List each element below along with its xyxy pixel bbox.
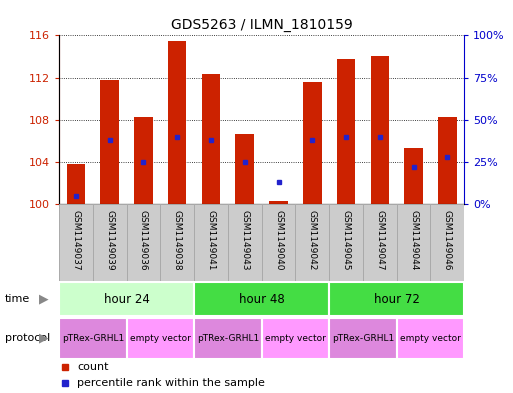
Bar [194,318,262,359]
Text: pTRex-GRHL1: pTRex-GRHL1 [62,334,124,343]
Bar [67,164,85,204]
Text: pTRex-GRHL1: pTRex-GRHL1 [196,334,259,343]
Bar [397,318,464,359]
Text: GSM1149047: GSM1149047 [376,211,384,271]
Text: hour 48: hour 48 [239,292,285,306]
Bar [337,59,356,204]
Bar [202,74,220,204]
Title: GDS5263 / ILMN_1810159: GDS5263 / ILMN_1810159 [171,18,352,31]
Bar [295,204,329,281]
Text: empty vector: empty vector [400,334,461,343]
Text: GSM1149040: GSM1149040 [274,211,283,271]
Bar [101,80,119,204]
Text: GSM1149038: GSM1149038 [173,211,182,271]
Text: percentile rank within the sample: percentile rank within the sample [77,378,265,388]
Bar [59,318,127,359]
Bar [438,117,457,204]
Bar [59,283,194,316]
Bar [370,57,389,204]
Text: hour 24: hour 24 [104,292,149,306]
Text: pTRex-GRHL1: pTRex-GRHL1 [332,334,394,343]
Bar [430,204,464,281]
Bar [262,204,295,281]
Text: count: count [77,362,109,372]
Bar [397,204,430,281]
Bar [329,318,397,359]
Bar [127,318,194,359]
Bar [303,82,322,204]
Bar [93,204,127,281]
Text: GSM1149046: GSM1149046 [443,211,452,271]
Bar [235,134,254,204]
Bar [194,283,329,316]
Bar [59,204,93,281]
Text: time: time [5,294,30,304]
Bar [269,201,288,204]
Bar [194,204,228,281]
Bar [363,204,397,281]
Text: protocol: protocol [5,333,50,343]
Text: GSM1149043: GSM1149043 [240,211,249,271]
Text: GSM1149044: GSM1149044 [409,211,418,271]
Bar [228,204,262,281]
Text: GSM1149036: GSM1149036 [139,211,148,271]
Bar [160,204,194,281]
Text: empty vector: empty vector [130,334,191,343]
Text: ▶: ▶ [38,292,48,306]
Bar [329,204,363,281]
Text: hour 72: hour 72 [374,292,420,306]
Text: GSM1149045: GSM1149045 [342,211,350,271]
Text: GSM1149039: GSM1149039 [105,211,114,271]
Bar [329,283,464,316]
Text: GSM1149042: GSM1149042 [308,211,317,271]
Text: GSM1149041: GSM1149041 [206,211,215,271]
Bar [262,318,329,359]
Text: ▶: ▶ [38,332,48,345]
Bar [134,117,153,204]
Text: empty vector: empty vector [265,334,326,343]
Bar [127,204,160,281]
Bar [168,40,187,204]
Bar [404,149,423,204]
Text: GSM1149037: GSM1149037 [71,211,81,271]
